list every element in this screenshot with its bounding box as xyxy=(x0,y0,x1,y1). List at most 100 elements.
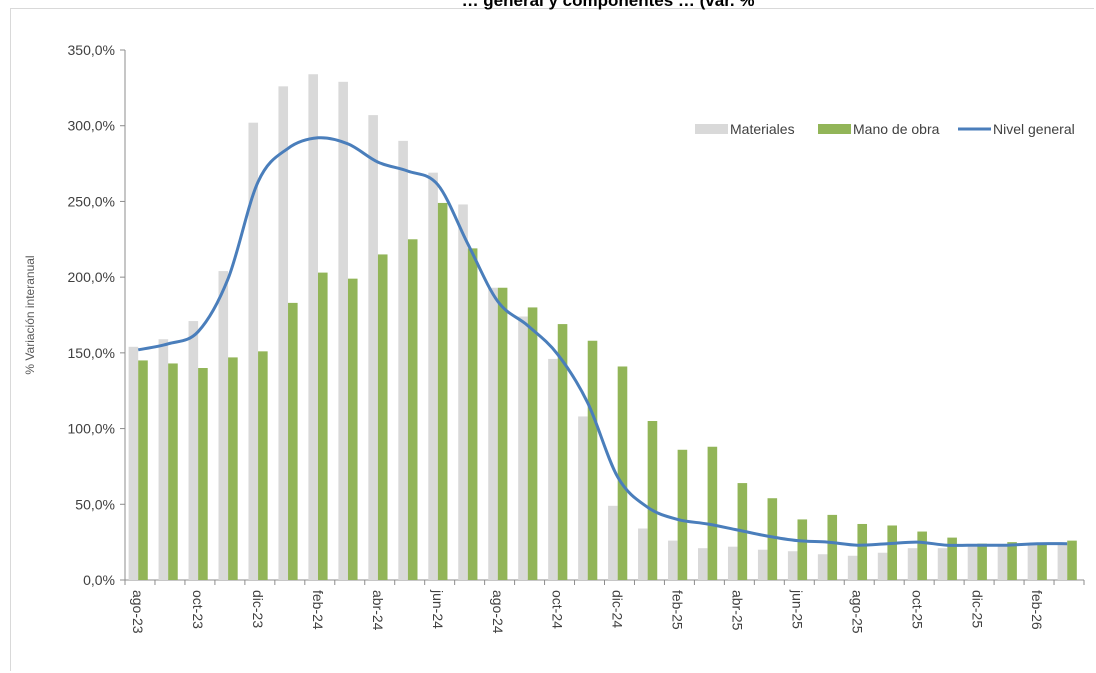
bar-mano-de-obra xyxy=(827,514,838,580)
x-tick-label: feb-26 xyxy=(1029,590,1045,630)
bar-materiales xyxy=(548,358,558,580)
bar-materiales xyxy=(817,554,828,580)
bar-mano-de-obra xyxy=(557,324,568,580)
bar-materiales xyxy=(937,548,948,580)
line-nivel-general xyxy=(137,136,1068,547)
line-layer xyxy=(137,136,1068,547)
bar-mano-de-obra xyxy=(917,531,927,580)
bar-materiales xyxy=(967,546,978,580)
x-tick-label: dic-23 xyxy=(250,590,266,628)
bar-mano-de-obra xyxy=(797,519,808,580)
y-tick-label: 250,0% xyxy=(68,193,115,209)
bar-mano-de-obra xyxy=(947,537,957,580)
bar-mano-de-obra xyxy=(288,302,298,580)
bars-layer xyxy=(128,74,1077,581)
x-tick-label: jun-24 xyxy=(430,589,446,629)
bar-materiales xyxy=(1027,543,1038,580)
legend-box xyxy=(675,114,1090,144)
bar-mano-de-obra xyxy=(437,202,448,580)
bar-mano-de-obra xyxy=(887,525,897,580)
bar-mano-de-obra xyxy=(317,272,328,580)
bar-materiales xyxy=(428,172,438,580)
bar-materiales xyxy=(158,339,169,580)
y-tick-label: 50,0% xyxy=(75,496,115,512)
bar-mano-de-obra xyxy=(1037,543,1047,580)
bar-materiales xyxy=(638,528,648,580)
bar-mano-de-obra xyxy=(1067,540,1077,580)
bar-materiales xyxy=(398,140,408,580)
legend-label: Mano de obra xyxy=(853,121,940,137)
bar-mano-de-obra xyxy=(228,357,238,580)
y-tick-label: 150,0% xyxy=(68,345,115,361)
x-tick-label: oct-23 xyxy=(190,590,206,629)
bar-mano-de-obra xyxy=(407,239,418,581)
bar-materiales xyxy=(458,204,468,580)
legend-swatch xyxy=(695,124,728,134)
bar-mano-de-obra xyxy=(1007,542,1017,580)
y-tick-label: 350,0% xyxy=(68,42,115,58)
legend-label: Nivel general xyxy=(993,121,1075,137)
bar-materiales xyxy=(997,545,1008,580)
bar-materiales xyxy=(1057,543,1068,580)
x-tick-label: ago-23 xyxy=(130,590,146,634)
x-tick-label: abr-25 xyxy=(730,590,746,631)
x-tick-label: oct-25 xyxy=(909,590,925,629)
bar-mano-de-obra xyxy=(977,543,987,580)
y-tick-label: 0,0% xyxy=(83,572,115,588)
x-tick-label: oct-24 xyxy=(550,590,566,629)
axes-layer: 0,0% 50,0% 100,0% 150,0% 200,0% 250,0% 300,0% 3… xyxy=(23,0,1085,588)
y-axis-title: % Variación interanual xyxy=(23,255,37,374)
x-tick-labels: ago-23 oct-23 dic-23 feb-24 abr-24 jun-24 ago-… xyxy=(130,589,1045,634)
bar-materiales xyxy=(278,86,289,580)
bar-materiales xyxy=(668,540,678,580)
bar-materiales xyxy=(308,74,318,580)
legend: Materiales Mano de obra Nivel general xyxy=(675,114,1090,144)
bar-mano-de-obra xyxy=(377,254,388,580)
bar-mano-de-obra xyxy=(617,366,628,580)
bar-materiales xyxy=(847,555,858,580)
bar-mano-de-obra xyxy=(138,360,148,580)
x-tick-label: dic-24 xyxy=(610,590,626,628)
chart-frame xyxy=(10,8,1094,671)
chart-title: … general y componentes … (var. % xyxy=(462,0,755,10)
bar-mano-de-obra xyxy=(258,351,268,580)
bar-materiales xyxy=(698,548,708,580)
y-tick-label: 300,0% xyxy=(68,118,115,134)
bar-mano-de-obra xyxy=(347,278,358,580)
legend-label: Materiales xyxy=(730,121,795,137)
bar-materiales xyxy=(488,287,498,580)
bar-mano-de-obra xyxy=(467,248,478,580)
bar-mano-de-obra xyxy=(527,307,538,580)
bar-mano-de-obra xyxy=(497,287,508,580)
x-tick-label: feb-25 xyxy=(670,590,686,630)
y-tick-label: 100,0% xyxy=(68,421,115,437)
bar-materiales xyxy=(338,81,348,581)
bar-materiales xyxy=(877,552,888,580)
bar-materiales xyxy=(518,316,528,580)
x-tick-label: jun-25 xyxy=(789,589,805,629)
bar-materiales xyxy=(248,122,259,580)
x-tick-label: ago-25 xyxy=(849,590,865,634)
bar-materiales xyxy=(907,548,918,580)
bar-mano-de-obra xyxy=(647,421,658,580)
bar-mano-de-obra xyxy=(857,523,868,580)
x-tick-label: feb-24 xyxy=(310,590,326,630)
bar-mano-de-obra xyxy=(707,446,718,580)
bar-mano-de-obra xyxy=(767,498,778,580)
bar-mano-de-obra xyxy=(198,368,208,580)
x-tick-label: abr-24 xyxy=(370,590,386,631)
bar-materiales xyxy=(128,346,139,580)
bar-mano-de-obra xyxy=(677,449,688,580)
x-tick-label: ago-24 xyxy=(490,590,506,634)
bar-materiales xyxy=(368,115,378,580)
bar-materiales xyxy=(727,546,738,580)
bar-materiales xyxy=(787,551,798,580)
bar-materiales xyxy=(188,321,199,580)
bar-materiales xyxy=(578,416,588,580)
bar-materiales xyxy=(608,505,618,580)
legend-swatch xyxy=(818,124,851,134)
bar-mano-de-obra xyxy=(587,340,598,580)
x-tick-label: dic-25 xyxy=(969,590,985,628)
